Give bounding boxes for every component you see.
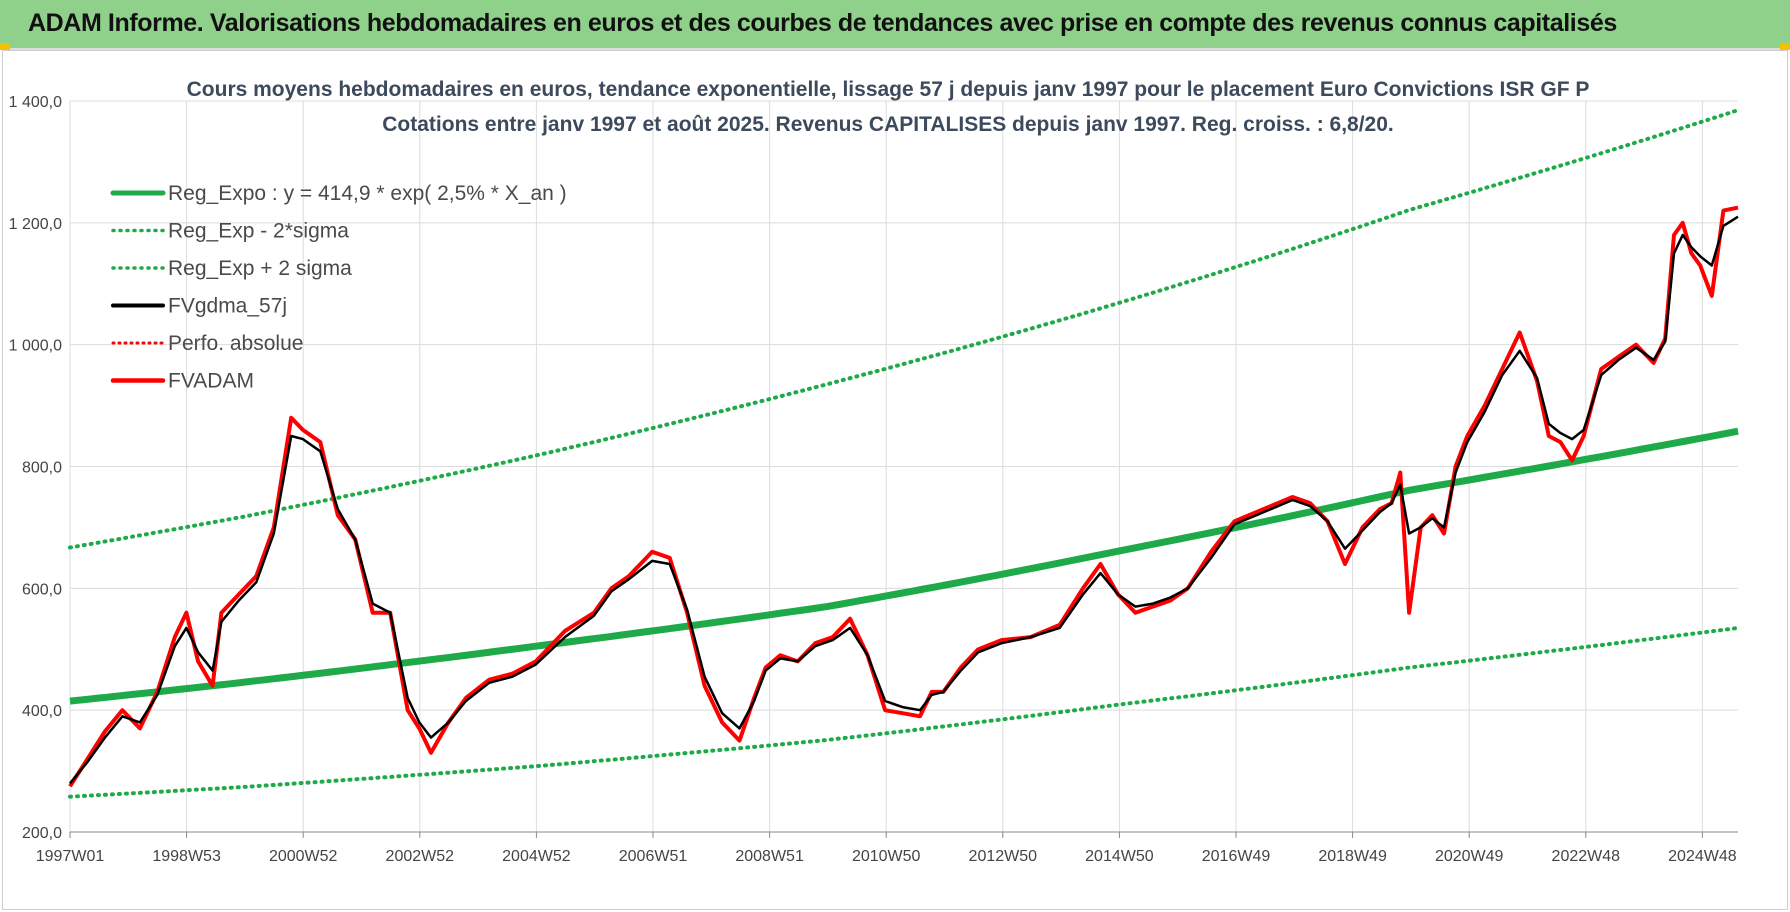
corner-mark-top-left — [0, 43, 10, 50]
fvadam-line — [68, 205, 1739, 788]
x-tick-label: 2024W48 — [1668, 848, 1737, 865]
banner-title: ADAM Informe. Valorisations hebdomadaire… — [28, 9, 1617, 37]
chart-legend: Reg_Expo : y = 414,9 * exp( 2,5% * X_an … — [110, 182, 567, 393]
x-tick-label: 2016W49 — [1202, 848, 1271, 865]
legend-label: Reg_Exp + 2 sigma — [168, 257, 352, 280]
series-layer — [68, 108, 1740, 799]
x-tick-label: 2020W49 — [1435, 848, 1504, 865]
y-tick-label: 1 200,0 — [9, 216, 62, 233]
y-tick-label: 400,0 — [22, 703, 62, 720]
chart-subtitle: Cotations entre janv 1997 et août 2025. … — [382, 113, 1394, 136]
x-tick-label: 2022W48 — [1552, 848, 1621, 865]
reg-exp-plus-2-sigma-line — [68, 108, 1740, 550]
legend-label: FVADAM — [168, 370, 254, 393]
y-tick-label: 600,0 — [22, 581, 62, 598]
x-axis-ticks: 1997W01 1998W53 2000W52 2002W52 2004W52 2006W… — [36, 831, 1738, 865]
reg-expo-line — [69, 427, 1739, 705]
y-tick-label: 800,0 — [22, 460, 62, 477]
legend-label: FVgdma_57j — [168, 295, 287, 318]
reg-exp-minus-2-sigma-line — [68, 625, 1740, 799]
x-tick-label: 2006W51 — [619, 848, 688, 865]
legend-label: Reg_Exp - 2*sigma — [168, 220, 349, 243]
x-tick-label: 2004W52 — [502, 848, 571, 865]
x-tick-label: 2002W52 — [386, 848, 455, 865]
x-tick-label: 1997W01 — [36, 848, 105, 865]
fvgdma-57j-line — [69, 215, 1739, 785]
x-tick-label: 2008W51 — [735, 848, 804, 865]
x-tick-label: 2014W50 — [1085, 848, 1154, 865]
x-tick-label: 1998W53 — [152, 848, 221, 865]
x-tick-label: 2018W49 — [1318, 848, 1387, 865]
report-banner: ADAM Informe. Valorisations hebdomadaire… — [0, 0, 1790, 50]
x-tick-label: 2000W52 — [269, 848, 338, 865]
legend-label: Reg_Expo : y = 414,9 * exp( 2,5% * X_an … — [168, 182, 567, 205]
legend-label: Perfo. absolue — [168, 332, 303, 355]
chart-title: Cours moyens hebdomadaires en euros, ten… — [187, 78, 1590, 101]
grid-lines — [69, 100, 1738, 833]
y-tick-label: 200,0 — [22, 825, 62, 842]
chart-frame — [2, 50, 1788, 910]
y-axis-ticks: 200,0 400,0 600,0 800,0 1 000,0 1 200,0 1 400,… — [9, 94, 62, 842]
y-tick-label: 1 000,0 — [9, 338, 62, 355]
x-tick-label: 2012W50 — [969, 848, 1038, 865]
y-tick-label: 1 400,0 — [9, 94, 62, 111]
corner-mark-top-right — [1780, 43, 1790, 50]
x-tick-label: 2010W50 — [852, 848, 921, 865]
